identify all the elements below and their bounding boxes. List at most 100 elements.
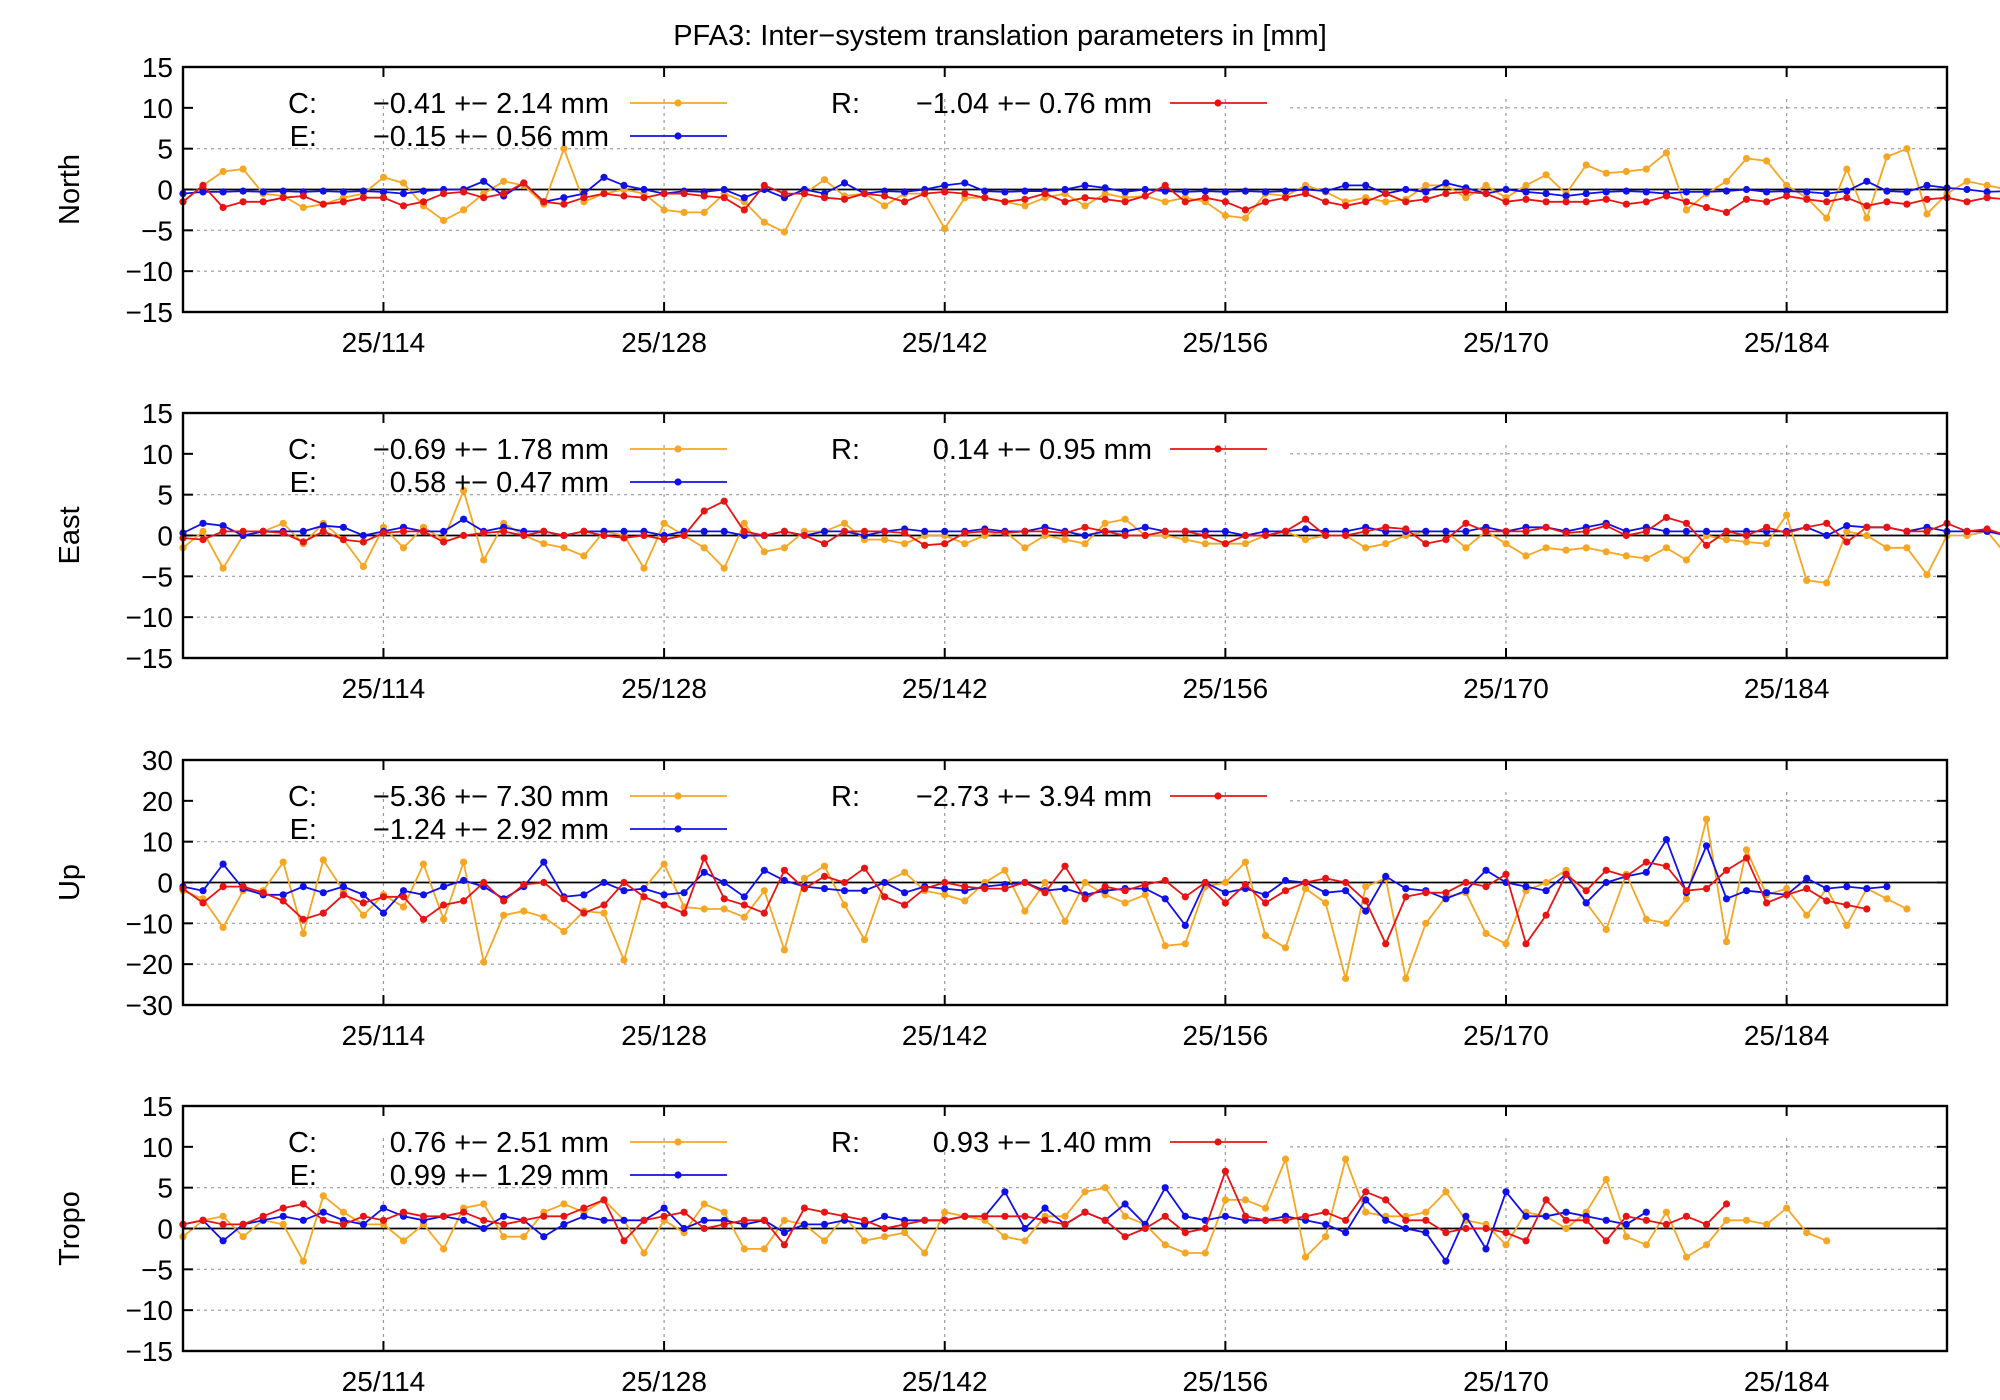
data-point-E: [1522, 188, 1530, 196]
data-point-R: [1021, 878, 1029, 887]
data-point-R: [981, 527, 989, 536]
data-point-C: [1803, 911, 1811, 919]
data-point-E: [1562, 192, 1570, 200]
data-point-C: [560, 544, 568, 552]
data-point-C: [1221, 1196, 1229, 1204]
legend-name-E: E:: [290, 121, 317, 153]
data-point-R: [520, 179, 528, 187]
data-point-C: [1161, 198, 1169, 206]
data-point-R: [1181, 198, 1189, 206]
data-point-E: [680, 889, 688, 897]
data-point-R: [399, 527, 408, 536]
data-point-R: [399, 202, 408, 210]
data-point-C: [1803, 576, 1811, 585]
data-point-R: [1783, 529, 1791, 537]
data-point-E: [961, 179, 969, 187]
data-point-R: [279, 529, 287, 537]
data-point-R: [961, 883, 969, 891]
data-point-C: [1783, 885, 1791, 893]
data-point-R: [941, 1216, 949, 1224]
data-point-R: [1001, 1212, 1009, 1220]
data-point-E: [1221, 1212, 1229, 1220]
data-point-E: [319, 889, 327, 897]
data-point-R: [820, 540, 829, 548]
data-point-R: [299, 1200, 307, 1208]
data-point-E: [840, 179, 849, 187]
data-point-C: [1301, 885, 1310, 893]
y-tick-label: −5: [141, 561, 173, 592]
data-point-C: [480, 958, 488, 966]
data-point-C: [1382, 540, 1390, 548]
data-point-R: [1061, 862, 1069, 870]
data-point-E: [379, 909, 388, 917]
data-point-E: [419, 891, 428, 899]
data-point-R: [239, 198, 247, 206]
data-point-C: [1783, 181, 1791, 189]
data-point-E: [359, 891, 367, 899]
data-point-E: [1883, 883, 1891, 891]
data-point-R: [901, 198, 909, 206]
data-point-R: [921, 190, 929, 198]
data-point-C: [820, 1237, 829, 1245]
data-point-E: [500, 1212, 508, 1220]
data-point-E: [1001, 1188, 1009, 1196]
data-point-C: [1021, 202, 1029, 210]
x-tick-label: 25/128: [621, 327, 707, 358]
data-point-R: [1322, 198, 1330, 206]
data-point-R: [1702, 541, 1711, 549]
data-point-R: [1241, 880, 1249, 889]
data-point-C: [1742, 538, 1751, 546]
data-point-R: [740, 901, 748, 909]
data-point-R: [780, 866, 789, 874]
y-axis-label: East: [54, 506, 86, 564]
data-point-R: [1261, 198, 1270, 206]
data-point-C: [1241, 1196, 1249, 1204]
data-point-R: [1161, 181, 1169, 189]
data-point-R: [299, 192, 307, 200]
data-point-R: [1342, 531, 1350, 540]
data-point-E: [1542, 1212, 1550, 1220]
data-point-E: [1702, 188, 1711, 196]
data-point-R: [1682, 519, 1690, 527]
data-point-C: [1502, 540, 1510, 548]
data-point-E: [1823, 885, 1831, 893]
data-point-C: [1642, 165, 1650, 173]
data-point-R: [700, 854, 708, 862]
panels: −15 −10 −5 0 5 10 15 25/114 25/128 25/142 25/156 25…: [54, 52, 2000, 1397]
data-point-R: [1502, 870, 1510, 878]
data-point-C: [1903, 544, 1911, 552]
data-point-E: [1462, 1212, 1470, 1220]
y-tick-label: −15: [126, 297, 174, 328]
data-point-E: [640, 185, 648, 194]
y-tick-label: −10: [126, 908, 174, 939]
data-point-R: [921, 1216, 929, 1224]
data-point-R: [600, 531, 608, 540]
data-point-E: [1281, 187, 1290, 195]
data-point-R: [941, 540, 949, 548]
data-point-R: [500, 897, 508, 905]
data-point-R: [1823, 897, 1831, 905]
data-point-C: [700, 544, 708, 552]
data-point-C: [961, 897, 969, 905]
data-point-C: [1241, 858, 1249, 866]
data-point-R: [319, 1216, 327, 1224]
legend-value-E: −1.24 +− 2.92 mm: [373, 814, 609, 846]
data-point-E: [1021, 1224, 1029, 1233]
data-point-E: [1001, 188, 1009, 196]
data-point-R: [1382, 940, 1390, 948]
data-point-C: [480, 556, 488, 564]
data-point-R: [540, 1212, 548, 1220]
data-point-E: [1823, 531, 1831, 540]
data-point-C: [299, 203, 307, 212]
data-point-E: [1382, 1216, 1390, 1224]
data-point-C: [299, 929, 307, 938]
data-point-R: [1803, 885, 1811, 893]
data-point-R: [1121, 1233, 1129, 1241]
data-point-C: [1442, 1188, 1450, 1196]
data-point-R: [820, 1208, 829, 1216]
data-point-E: [1261, 891, 1270, 899]
data-point-R: [1923, 195, 1931, 203]
data-point-C: [1101, 190, 1109, 198]
x-tick-label: 25/142: [902, 1020, 988, 1051]
